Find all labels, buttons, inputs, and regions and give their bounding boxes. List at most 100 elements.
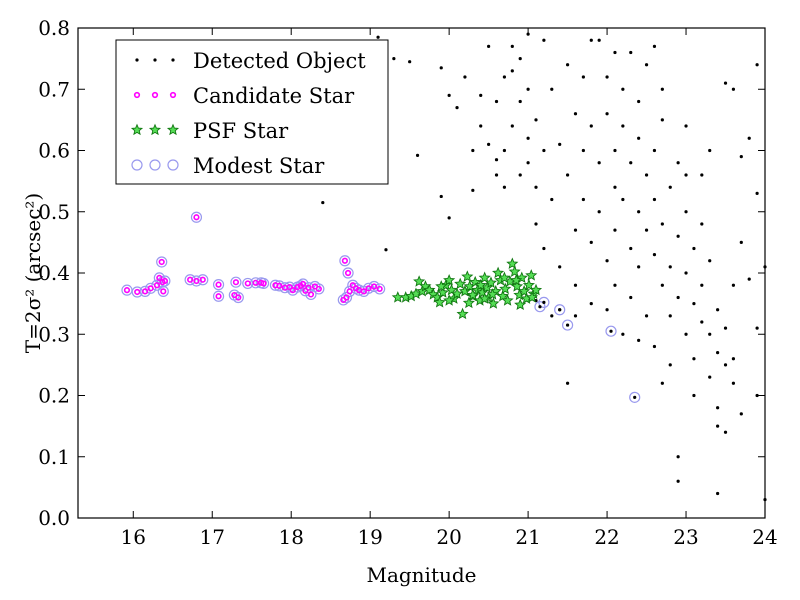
detected-object-point <box>621 332 625 336</box>
candidate-star-point <box>365 285 372 292</box>
detected-object-point <box>684 210 688 214</box>
detected-object-point <box>494 158 499 162</box>
detected-object-point <box>510 69 514 73</box>
candidate-star-point <box>235 294 242 301</box>
detected-object-point <box>463 75 467 79</box>
legend-marker <box>149 159 161 171</box>
candidate-star-point <box>153 282 161 289</box>
detected-object-point <box>755 191 759 195</box>
detected-object-point <box>613 185 617 189</box>
legend-label: PSF Star <box>193 119 289 143</box>
psf-star-point <box>478 271 491 284</box>
detected-object-point <box>392 57 396 61</box>
psf-star-point <box>501 294 514 306</box>
detected-object-point <box>739 155 743 159</box>
detected-object-point <box>755 393 759 398</box>
candidate-star-point <box>147 285 154 292</box>
detected-object-point <box>629 295 633 300</box>
psf-star-point <box>462 296 475 309</box>
detected-object-point <box>731 357 736 361</box>
y-axis-label: T=2σ² (arcsec²) <box>21 193 45 353</box>
detected-object-point <box>716 424 720 428</box>
detected-object-point <box>376 35 380 39</box>
detected-object-point <box>542 38 546 42</box>
plot-marks <box>121 32 767 502</box>
detected-object-point <box>542 148 546 153</box>
modest-star-halo <box>145 282 157 294</box>
detected-object-point <box>589 38 593 42</box>
x-tick-label: 22 <box>594 525 619 549</box>
y-tick-label: 0.5 <box>38 200 70 224</box>
detected-object-point <box>518 99 522 104</box>
detected-object-point <box>629 161 633 165</box>
psf-star-point <box>433 296 446 308</box>
detected-object-point <box>652 44 657 48</box>
candidate-star-point <box>346 288 353 295</box>
detected-object-point <box>447 93 451 97</box>
modest-star-center-dot <box>609 329 613 333</box>
x-axis-label: Magnitude <box>366 563 476 587</box>
candidate-star-point <box>158 258 165 266</box>
detected-object-point <box>439 194 443 199</box>
detected-object-point <box>739 412 743 416</box>
psf-star-point <box>461 270 474 282</box>
detected-object-point <box>447 216 451 220</box>
psf-star-point <box>525 291 539 303</box>
detected-object-point <box>613 148 617 153</box>
detected-object-point <box>613 50 617 55</box>
y-tick-label: 0.8 <box>38 16 70 40</box>
detected-object-point <box>597 210 601 214</box>
detected-object-point <box>550 87 554 91</box>
legend-marker <box>167 159 179 171</box>
candidate-star-point <box>299 280 307 288</box>
psf-star-point <box>529 283 543 296</box>
detected-object-point <box>573 283 578 287</box>
modest-star-center-dot <box>558 308 562 312</box>
detected-object-point <box>621 197 625 202</box>
modest-star-halo <box>339 255 351 267</box>
detected-object-point <box>581 75 585 79</box>
detected-object-point <box>439 66 443 70</box>
detected-object-point <box>518 57 522 61</box>
psf-star-point <box>487 297 500 309</box>
candidate-star-point <box>252 279 259 286</box>
detected-object-point <box>716 406 720 410</box>
candidate-star-point <box>123 287 131 294</box>
x-tick-label: 18 <box>278 525 303 549</box>
modest-star-halo <box>212 279 225 291</box>
modest-star-halo <box>342 267 354 279</box>
detected-object-point <box>605 308 609 312</box>
modest-star-halo <box>190 211 203 223</box>
x-tick-label: 21 <box>515 525 540 549</box>
psf-star-point <box>499 282 512 295</box>
legend-marker <box>148 123 162 136</box>
x-tick-label: 20 <box>436 525 461 549</box>
detected-object-point <box>550 197 554 202</box>
detected-object-point <box>415 153 420 157</box>
legend-marker <box>133 91 141 99</box>
detected-object-point <box>676 455 680 459</box>
detected-object-point <box>731 283 736 287</box>
psf-star-point <box>478 292 491 304</box>
detected-object-point <box>502 148 507 153</box>
psf-star-point <box>508 265 521 277</box>
detected-object-point <box>652 344 657 349</box>
y-tick-label: 0.1 <box>38 445 70 469</box>
detected-object-point <box>731 87 736 91</box>
psf-star-point <box>510 273 523 286</box>
legend-label: Candidate Star <box>193 84 355 108</box>
detected-object-point <box>565 173 570 177</box>
psf-star-point <box>525 269 538 281</box>
detected-object-point <box>534 185 538 189</box>
detected-object-point <box>716 308 720 312</box>
detected-object-point <box>518 173 522 177</box>
modest-star-point <box>561 319 574 331</box>
modest-star-halo <box>230 276 242 288</box>
detected-object-point <box>526 136 530 140</box>
legend-label: Modest Star <box>193 154 325 178</box>
detected-object-point <box>723 363 728 367</box>
detected-object-point <box>676 295 680 300</box>
modest-star-point <box>629 391 641 403</box>
detected-object-point <box>668 265 672 269</box>
y-tick-label: 0.7 <box>38 77 70 101</box>
